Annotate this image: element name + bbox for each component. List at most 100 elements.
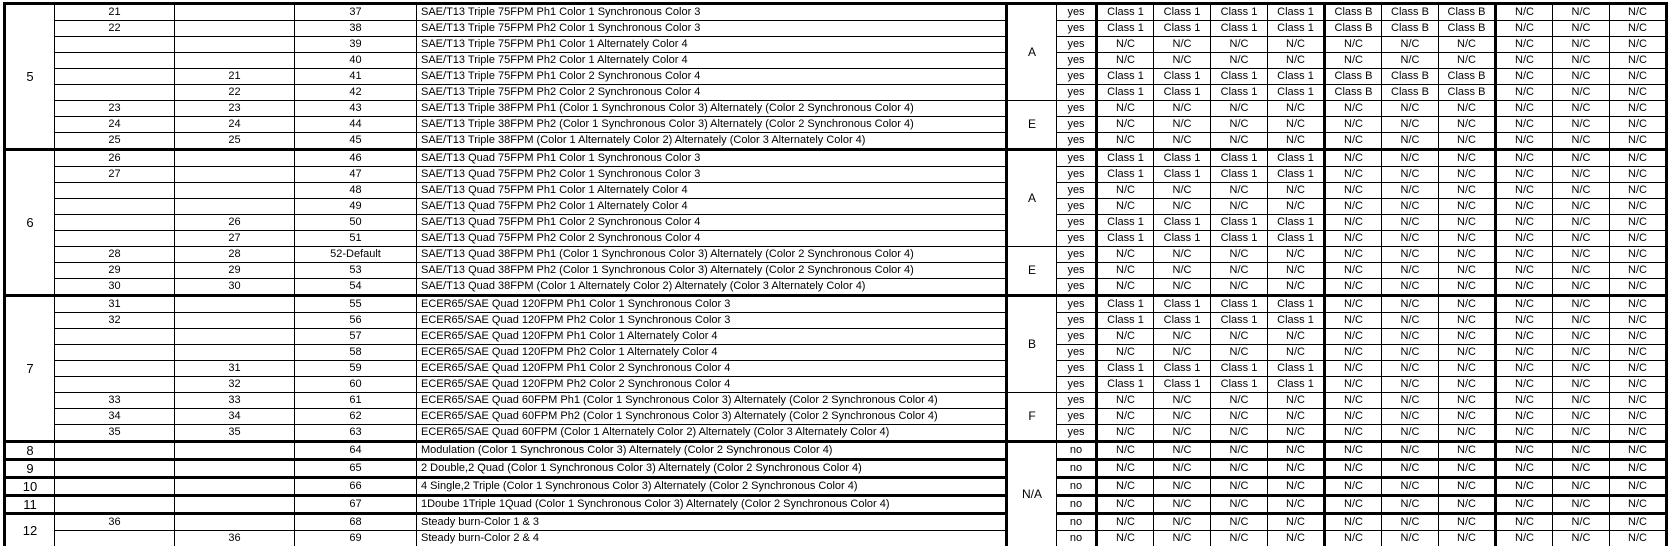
num-col-b-cell: 34	[174, 408, 295, 425]
pattern-description-cell: ECER65/SAE Quad 60FPM Ph2 (Color 1 Synch…	[416, 408, 1007, 425]
pattern-number-cell: 46	[294, 148, 417, 167]
class-rating-cell: N/C	[1267, 392, 1325, 409]
class-rating-cell: N/C	[1609, 360, 1667, 377]
group-number-cell: 8	[4, 440, 55, 460]
num-col-b-cell: 35	[174, 424, 295, 442]
pattern-number-cell: 67	[294, 494, 417, 514]
num-col-a-cell	[54, 198, 175, 215]
pattern-description-cell: SAE/T13 Quad 75FPM Ph1 Color 1 Synchrono…	[416, 148, 1007, 167]
class-rating-cell: N/C	[1609, 148, 1667, 167]
class-rating-cell: N/C	[1552, 424, 1610, 442]
pattern-number-cell: 51	[294, 230, 417, 247]
class-rating-cell: N/C	[1609, 246, 1667, 263]
class-rating-cell: N/C	[1267, 344, 1325, 361]
pattern-description-cell: 4 Single,2 Triple (Color 1 Synchronous C…	[416, 476, 1007, 496]
class-rating-cell: N/C	[1438, 52, 1496, 69]
class-rating-cell: N/C	[1095, 100, 1154, 117]
flash-yes-no-cell: no	[1056, 440, 1097, 460]
group-number-cell: 11	[4, 494, 55, 514]
class-rating-cell: N/C	[1210, 344, 1268, 361]
num-col-a-cell	[54, 530, 175, 546]
pattern-number-cell: 44	[294, 116, 417, 133]
class-rating-cell: N/C	[1323, 262, 1382, 279]
class-rating-cell: N/C	[1323, 198, 1382, 215]
class-rating-cell: N/C	[1552, 198, 1610, 215]
class-rating-cell: N/C	[1210, 424, 1268, 442]
class-rating-cell: N/C	[1323, 36, 1382, 53]
class-rating-cell: N/C	[1267, 36, 1325, 53]
class-rating-cell: N/C	[1552, 100, 1610, 117]
pattern-description-cell: ECER65/SAE Quad 120FPM Ph2 Color 1 Synch…	[416, 312, 1007, 329]
class-rating-cell: Class 1	[1267, 148, 1325, 167]
section-letter-cell: A	[1005, 2, 1057, 101]
num-col-a-cell: 30	[54, 278, 175, 296]
section-letter-cell: F	[1005, 392, 1057, 442]
class-rating-cell: N/C	[1438, 182, 1496, 199]
section-letter-cell: N/A	[1005, 440, 1057, 546]
class-rating-cell: N/C	[1267, 100, 1325, 117]
class-rating-cell: Class 1	[1210, 148, 1268, 167]
num-col-b-cell: 29	[174, 262, 295, 279]
class-rating-cell: Class 1	[1153, 84, 1211, 101]
class-rating-cell: N/C	[1095, 476, 1154, 496]
class-rating-cell: N/C	[1552, 458, 1610, 478]
pattern-description-cell: SAE/T13 Quad 38FPM (Color 1 Alternately …	[416, 278, 1007, 296]
class-rating-cell: N/C	[1095, 494, 1154, 514]
class-rating-cell: N/C	[1210, 182, 1268, 199]
class-rating-cell: N/C	[1552, 440, 1610, 460]
flash-yes-no-cell: yes	[1056, 262, 1097, 279]
class-rating-cell: N/C	[1438, 392, 1496, 409]
class-rating-cell: N/C	[1609, 20, 1667, 37]
class-rating-cell: N/C	[1552, 512, 1610, 531]
class-rating-cell: N/C	[1323, 278, 1382, 296]
class-rating-cell: Class 1	[1210, 360, 1268, 377]
num-col-b-cell	[174, 182, 295, 199]
class-rating-cell: N/C	[1153, 392, 1211, 409]
pattern-description-cell: ECER65/SAE Quad 120FPM Ph2 Color 2 Synch…	[416, 376, 1007, 393]
class-rating-cell: N/C	[1323, 246, 1382, 263]
class-rating-cell: N/C	[1210, 52, 1268, 69]
class-rating-cell: Class B	[1438, 20, 1496, 37]
class-rating-cell: N/C	[1438, 262, 1496, 279]
class-rating-cell: Class B	[1438, 2, 1496, 21]
class-rating-cell: N/C	[1438, 424, 1496, 442]
pattern-description-cell: SAE/T13 Triple 38FPM (Color 1 Alternatel…	[416, 132, 1007, 150]
class-rating-cell: N/C	[1494, 148, 1553, 167]
class-rating-cell: Class B	[1381, 68, 1439, 85]
num-col-b-cell: 27	[174, 230, 295, 247]
flash-yes-no-cell: yes	[1056, 20, 1097, 37]
class-rating-cell: Class 1	[1095, 312, 1154, 329]
class-rating-cell: N/C	[1609, 344, 1667, 361]
class-rating-cell: N/C	[1153, 132, 1211, 150]
class-rating-cell: N/C	[1153, 440, 1211, 460]
class-rating-cell: Class 1	[1153, 294, 1211, 313]
class-rating-cell: N/C	[1381, 148, 1439, 167]
class-rating-cell: N/C	[1323, 408, 1382, 425]
class-rating-cell: Class B	[1438, 68, 1496, 85]
class-rating-cell: N/C	[1438, 328, 1496, 345]
class-rating-cell: N/C	[1210, 512, 1268, 531]
class-rating-cell: N/C	[1609, 408, 1667, 425]
flash-yes-no-cell: yes	[1056, 246, 1097, 263]
class-rating-cell: N/C	[1552, 494, 1610, 514]
pattern-number-cell: 43	[294, 100, 417, 117]
class-rating-cell: N/C	[1323, 360, 1382, 377]
class-rating-cell: N/C	[1494, 36, 1553, 53]
num-col-a-cell	[54, 376, 175, 393]
group-number-cell: 10	[4, 476, 55, 496]
class-rating-cell: N/C	[1323, 424, 1382, 442]
class-rating-cell: N/C	[1323, 328, 1382, 345]
class-rating-cell: N/C	[1438, 408, 1496, 425]
flash-yes-no-cell: yes	[1056, 328, 1097, 345]
class-rating-cell: N/C	[1381, 198, 1439, 215]
class-rating-cell: N/C	[1494, 214, 1553, 231]
class-rating-cell: N/C	[1267, 408, 1325, 425]
class-rating-cell: N/C	[1438, 494, 1496, 514]
class-rating-cell: Class 1	[1267, 20, 1325, 37]
class-rating-cell: N/C	[1552, 116, 1610, 133]
flash-yes-no-cell: yes	[1056, 408, 1097, 425]
class-rating-cell: N/C	[1609, 530, 1667, 546]
pattern-number-cell: 39	[294, 36, 417, 53]
num-col-b-cell	[174, 294, 295, 313]
flash-yes-no-cell: no	[1056, 494, 1097, 514]
